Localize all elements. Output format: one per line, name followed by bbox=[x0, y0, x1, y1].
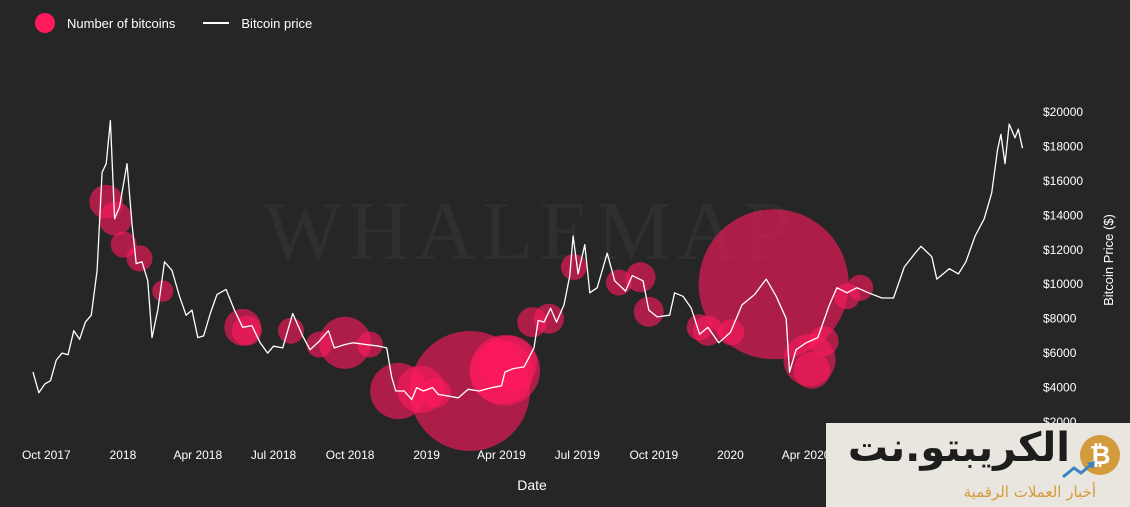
legend: Number of bitcoins Bitcoin price bbox=[35, 13, 312, 33]
price-line bbox=[32, 119, 1024, 401]
x-tick-label: Jul 2019 bbox=[555, 448, 601, 462]
logo-main-text: الكريبتو.نت bbox=[847, 425, 1070, 471]
y-axis-title: Bitcoin Price ($) bbox=[1101, 214, 1116, 306]
bubble-point[interactable] bbox=[847, 274, 874, 301]
logo-sub-text: أخبار العملات الرقمية bbox=[963, 483, 1096, 501]
x-tick-label: 2019 bbox=[413, 448, 440, 462]
bubble-series bbox=[89, 184, 874, 451]
legend-label-price: Bitcoin price bbox=[241, 15, 313, 31]
x-tick-label: Oct 2019 bbox=[629, 448, 678, 462]
bubble-point[interactable] bbox=[793, 351, 831, 389]
bubble-point[interactable] bbox=[633, 296, 664, 327]
bubble-point[interactable] bbox=[560, 254, 587, 280]
x-tick-label: 2020 bbox=[717, 448, 744, 462]
x-axis-title: Date bbox=[517, 477, 547, 493]
bubble-swatch-icon bbox=[35, 13, 55, 33]
bubble-point[interactable] bbox=[534, 303, 564, 334]
bubble-point[interactable] bbox=[480, 335, 538, 392]
trend-arrow-icon bbox=[1062, 461, 1095, 479]
x-tick-label: Apr 2019 bbox=[477, 448, 526, 462]
bubble-point[interactable] bbox=[698, 209, 849, 360]
bubble-point[interactable] bbox=[808, 326, 839, 357]
x-tick-label: Apr 2018 bbox=[173, 448, 222, 462]
legend-label-bitcoins: Number of bitcoins bbox=[67, 15, 176, 31]
bubble-point[interactable] bbox=[319, 316, 372, 369]
y-tick-label: $12000 bbox=[1043, 243, 1083, 257]
legend-item-bitcoins[interactable]: Number of bitcoins bbox=[35, 13, 175, 33]
bubble-point[interactable] bbox=[231, 315, 262, 346]
x-tick-label: Apr 2020 bbox=[782, 448, 831, 462]
x-tick-label: Oct 2017 bbox=[22, 448, 71, 462]
bubble-point[interactable] bbox=[605, 269, 632, 296]
bubble-point[interactable] bbox=[625, 262, 656, 293]
bubble-point[interactable] bbox=[98, 202, 133, 236]
bubble-point[interactable] bbox=[126, 245, 153, 272]
y-tick-label: $16000 bbox=[1043, 174, 1083, 188]
legend-item-price[interactable]: Bitcoin price bbox=[203, 16, 312, 31]
line-swatch-icon bbox=[203, 22, 230, 24]
y-tick-label: $14000 bbox=[1043, 208, 1083, 222]
y-tick-label: $18000 bbox=[1043, 139, 1083, 153]
y-tick-label: $8000 bbox=[1043, 312, 1077, 326]
y-tick-label: $10000 bbox=[1043, 277, 1083, 291]
x-tick-label: Oct 2018 bbox=[326, 448, 375, 462]
x-tick-label: Jul 2018 bbox=[251, 448, 297, 462]
y-tick-label: $6000 bbox=[1043, 346, 1077, 360]
y-tick-label: $20000 bbox=[1043, 105, 1083, 119]
y-axis: $2000$4000$6000$8000$10000$12000$14000$1… bbox=[1043, 105, 1083, 429]
y-tick-label: $4000 bbox=[1043, 381, 1077, 395]
publisher-logo: الكريبتو.نت أخبار العملات الرقمية ₿ bbox=[826, 423, 1130, 507]
bubble-point[interactable] bbox=[152, 280, 174, 302]
x-tick-label: 2018 bbox=[110, 448, 137, 462]
